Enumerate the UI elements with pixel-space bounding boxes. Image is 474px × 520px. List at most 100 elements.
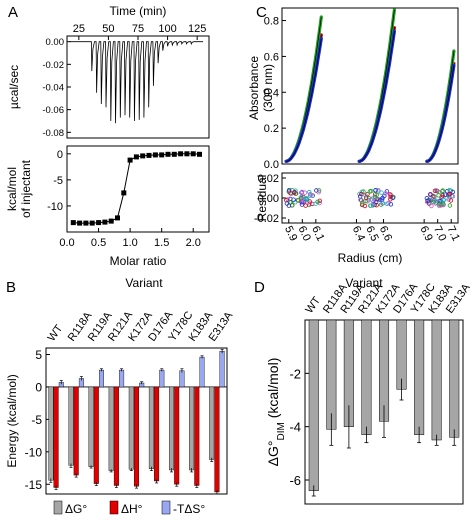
panel-label-a: A bbox=[8, 4, 18, 21]
residual-point bbox=[383, 191, 388, 196]
chart-a-bottom-x-tick-label: 0.5 bbox=[91, 237, 106, 249]
residual-point bbox=[373, 187, 378, 193]
panel-label-c: C bbox=[256, 4, 267, 21]
chart-b-y-tick-label: 5 bbox=[35, 348, 42, 362]
residual-point bbox=[380, 201, 386, 206]
bar bbox=[154, 386, 160, 482]
chart-c-bottom-x-tick-label: 6.6 bbox=[377, 224, 394, 243]
chart-b-ticks: 5 0 -5 -10 -15 bbox=[25, 348, 50, 492]
chart-d-y-tick-label: -2 bbox=[289, 366, 301, 381]
chart-a-top-frame bbox=[66, 35, 210, 139]
chart-c-top-curves bbox=[284, 8, 456, 163]
category-label: WT bbox=[303, 295, 323, 316]
residual-point bbox=[291, 197, 296, 202]
bar bbox=[209, 386, 215, 460]
data-point bbox=[146, 152, 152, 158]
residual-point bbox=[292, 190, 297, 195]
data-point bbox=[190, 151, 196, 157]
residual-point bbox=[376, 187, 381, 193]
residual-point bbox=[304, 196, 309, 201]
bar bbox=[68, 386, 74, 466]
chart-a-bottom-x-tick-label: 0.0 bbox=[59, 237, 74, 249]
chart-a-bottom-x-tick-label: 1.0 bbox=[122, 237, 137, 249]
chart-a-bottom-y-tick-label: -5 bbox=[53, 175, 63, 187]
residual-point bbox=[448, 198, 454, 203]
residual-point bbox=[388, 202, 394, 207]
residual-point bbox=[316, 189, 321, 195]
residual-point bbox=[429, 203, 434, 209]
fit-line bbox=[286, 16, 322, 162]
data-point bbox=[197, 151, 202, 157]
chart-c-bottom-x-tick-label: 7.0 bbox=[431, 224, 448, 243]
data-point bbox=[165, 151, 171, 157]
data-point bbox=[70, 220, 76, 226]
legend-swatch bbox=[109, 500, 119, 515]
chart-a-bottom-y-tick-label: -10 bbox=[47, 201, 63, 213]
residual-point bbox=[450, 189, 456, 195]
data-point bbox=[102, 219, 108, 225]
bar bbox=[431, 319, 442, 441]
chart-a-top-x-tick-label: 50 bbox=[102, 23, 114, 35]
residual-point bbox=[428, 192, 433, 197]
data-point bbox=[108, 218, 114, 224]
residual-point bbox=[307, 201, 312, 206]
chart-c-top-ylabel-line1: Absorbance bbox=[247, 56, 261, 120]
chart-d-y-tick-label: -6 bbox=[289, 473, 301, 488]
residual-point bbox=[445, 188, 450, 194]
data-point bbox=[178, 151, 184, 157]
bar bbox=[308, 319, 319, 491]
bar bbox=[214, 386, 220, 493]
chart-a-top-y-tick-label: -0.02 bbox=[42, 60, 64, 71]
bar bbox=[174, 386, 180, 485]
residual-point bbox=[379, 190, 384, 195]
chart-d-category-labels: WTR118AR119AR121AK172AD176AY178CK183AE31… bbox=[303, 281, 473, 316]
residual-point bbox=[317, 198, 322, 203]
residual-point bbox=[316, 188, 322, 193]
chart-a-top-ticks: 25 50 75 100 125 0.00 -0.02 -0.04 -0.06 -0.08 bbox=[42, 23, 206, 139]
legend-label: ΔH° bbox=[121, 502, 143, 516]
residual-point bbox=[432, 188, 438, 193]
chart-a-top-y-tick-label: -0.08 bbox=[42, 128, 64, 139]
chart-d-ylabel: ΔG°DIM (kcal/mol) bbox=[265, 358, 287, 467]
chart-c-bottom-residual-points bbox=[284, 187, 456, 209]
bar bbox=[148, 386, 154, 469]
data-point bbox=[133, 154, 139, 160]
chart-b-title: Variant bbox=[125, 276, 163, 290]
series-line bbox=[425, 49, 456, 163]
fit-line bbox=[286, 38, 322, 162]
bar bbox=[119, 369, 125, 388]
residual-point bbox=[386, 200, 391, 206]
residual-point bbox=[366, 197, 371, 203]
residual-point bbox=[373, 194, 378, 200]
chart-a-bottom-ticks: 0.0 0.5 1.0 1.5 2.0 0 -5 -10 bbox=[47, 149, 201, 249]
residual-point bbox=[289, 203, 295, 208]
chart-c-bottom-x-tick-label: 7.1 bbox=[445, 224, 462, 243]
residual-point bbox=[437, 203, 442, 209]
data-point bbox=[152, 152, 158, 158]
chart-a-bottom: 0.0 0.5 1.0 1.5 2.0 0 -5 -10 Molar ratio kcal/m… bbox=[5, 145, 210, 268]
data-point bbox=[96, 220, 102, 226]
bar bbox=[194, 386, 200, 486]
data-point bbox=[184, 151, 190, 157]
residual-point bbox=[299, 196, 305, 202]
chart-a-top-x-tick-label: 25 bbox=[73, 23, 85, 35]
residual-point bbox=[374, 199, 379, 205]
bar bbox=[88, 386, 94, 467]
data-point bbox=[159, 152, 165, 158]
chart-c-bottom: 0.02 0.00 -0.025.96.06.1 6.46.56.6 6.97.07.1… bbox=[254, 172, 462, 265]
residual-point bbox=[447, 203, 453, 208]
data-point bbox=[89, 220, 95, 226]
residual-point bbox=[368, 203, 373, 208]
bar bbox=[361, 319, 372, 435]
residual-point bbox=[440, 189, 445, 194]
residual-point bbox=[370, 203, 376, 208]
chart-a-bottom-points bbox=[70, 151, 202, 226]
legend-label: ΔG° bbox=[65, 502, 87, 516]
chart-c-bottom-ylabel: Residual bbox=[255, 175, 269, 222]
chart-a-bottom-ylabel-line2: of injectant bbox=[19, 159, 33, 218]
chart-c-top-frame bbox=[281, 7, 459, 165]
chart-c-bottom-x-tick-label: 6.0 bbox=[296, 224, 313, 243]
chart-d-bars bbox=[308, 319, 460, 497]
chart-b: Variant 5 0 -5 -10 -15 WT R118AR119AR121AK172… bbox=[5, 276, 236, 516]
residual-point bbox=[371, 200, 376, 205]
